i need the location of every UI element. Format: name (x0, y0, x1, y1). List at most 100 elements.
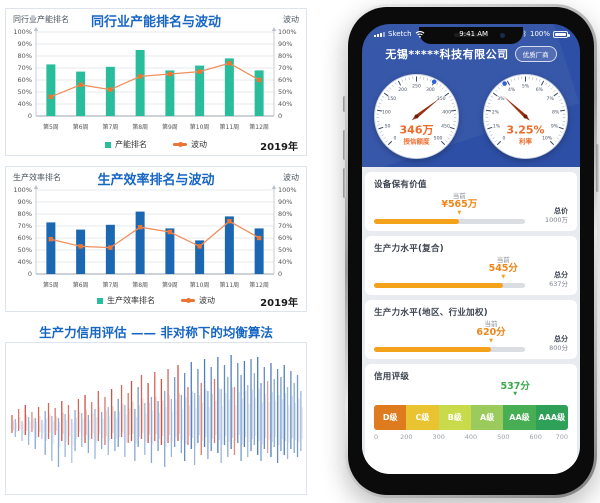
grade-segment: C级 (406, 405, 439, 430)
chart-panel-efficiency: 生产效率排名 生产效率排名与波动 波动 100% 100% 90% 90% 80% 80%… (5, 166, 307, 312)
svg-text:0: 0 (393, 136, 396, 142)
svg-text:70%: 70% (18, 64, 32, 72)
svg-text:50%: 50% (18, 88, 32, 96)
svg-text:80%: 80% (18, 52, 32, 60)
svg-text:第6周: 第6周 (73, 123, 89, 131)
current-score-marker: 当前 545分 ▼ (488, 255, 518, 280)
battery-percent-label: 100% (529, 30, 550, 38)
speaker-slot (454, 33, 488, 37)
svg-text:6%: 6% (536, 87, 544, 93)
svg-text:80%: 80% (278, 52, 292, 60)
svg-text:90%: 90% (18, 198, 32, 206)
progress-fill (374, 219, 460, 224)
volume-down-button (343, 168, 346, 198)
chart2-legend-bar-swatch (97, 297, 103, 304)
phone-mockup: Sketch 9:41 AM ᛒ 100% 无锡*****科技有限公司 优质厂商 (343, 4, 599, 498)
svg-text:70%: 70% (278, 222, 292, 230)
card-productivity-composite-title: 生产力水平(复合) (374, 244, 444, 254)
progress-fill (374, 347, 492, 352)
chart-panel-capacity: 同行业产能排名 同行业产能排名与波动 波动 100% 100% 90% 90% 80% 8… (5, 8, 307, 156)
svg-text:500: 500 (434, 136, 443, 142)
card-productivity-weighted: 生产力水平(地区、行业加权) 当前 620分 ▼ (365, 300, 577, 359)
app-header: 无锡*****科技有限公司 优质厂商 (362, 41, 580, 67)
svg-text:70%: 70% (278, 64, 292, 72)
svg-text:80%: 80% (278, 210, 292, 218)
gauges-row: 0 50 100 150 200 250 300 350 400 450 500 346万 授信额度 0… (362, 67, 580, 163)
credit-score-marker: 537分 ▼ (500, 381, 530, 398)
svg-text:250: 250 (412, 84, 421, 90)
credit-grade-scale: D级 C级 B级 A级 AA级 AAA级 (374, 405, 568, 430)
svg-text:80%: 80% (18, 210, 32, 218)
svg-text:40%: 40% (278, 258, 292, 266)
svg-text:利率: 利率 (519, 137, 533, 146)
svg-text:0: 0 (278, 270, 282, 278)
card-productivity-weighted-title: 生产力水平(地区、行业加权) (374, 308, 488, 318)
svg-text:第9周: 第9周 (162, 281, 178, 289)
svg-text:9%: 9% (551, 124, 559, 130)
progress-fill (374, 283, 504, 288)
svg-text:450: 450 (441, 124, 450, 130)
chart2-legend-line-label: 波动 (199, 296, 215, 305)
svg-text:60%: 60% (278, 234, 292, 242)
chart2-legend: 生产效率排名 波动 (6, 295, 306, 306)
credit-grade-axis: 0 200 300 400 500 600 700 (374, 433, 568, 443)
svg-text:3%: 3% (497, 96, 505, 102)
svg-text:90%: 90% (278, 198, 292, 206)
svg-text:90%: 90% (278, 40, 292, 48)
svg-text:100%: 100% (13, 28, 32, 36)
svg-text:40%: 40% (278, 100, 292, 108)
current-score-marker: 当前 620分 ▼ (476, 319, 506, 344)
chart3-plot (11, 355, 303, 467)
grade-segment: A级 (470, 405, 504, 430)
svg-text:200: 200 (398, 87, 407, 93)
svg-text:100%: 100% (278, 28, 297, 36)
svg-text:50%: 50% (278, 246, 292, 254)
svg-text:0: 0 (278, 112, 282, 120)
progress-track (374, 347, 525, 352)
interest-rate-gauge: 01% 2% 3%4% 5% 6%7% 8% 9% 10%3.25%利率 (483, 74, 568, 159)
svg-text:50%: 50% (18, 246, 32, 254)
svg-text:40%: 40% (18, 258, 32, 266)
svg-text:50: 50 (385, 124, 391, 130)
front-camera (500, 33, 505, 38)
chart2-year-label: 2019年 (260, 298, 298, 309)
chart1-legend-line-swatch (173, 142, 187, 147)
progress-track (374, 219, 525, 224)
chart1-legend-bar-label: 产能排名 (115, 140, 147, 149)
cards-area: 设备保有价值 当前 ¥565万 ▼ 总价 (362, 167, 580, 474)
grade-segment: B级 (438, 405, 471, 430)
card-equipment-title: 设备保有价值 (374, 180, 427, 190)
svg-text:346万: 346万 (400, 124, 434, 137)
svg-text:1%: 1% (493, 124, 501, 130)
grade-axis-label: 0 (374, 433, 379, 441)
chart1-title: 同行业产能排名与波动 (90, 15, 221, 30)
total-score-block: 总分 800分 (549, 335, 568, 352)
phone-screen: Sketch 9:41 AM ᛒ 100% 无锡*****科技有限公司 优质厂商 (362, 24, 580, 474)
chart1-right-axis-label: 波动 (283, 15, 299, 24)
grade-axis-label: 200 (400, 433, 413, 441)
grade-axis-label: 300 (432, 433, 445, 441)
bluetooth-icon: ᛒ (522, 30, 527, 38)
svg-text:第11周: 第11周 (220, 123, 240, 131)
chart-panel-credit-eval (5, 342, 307, 495)
svg-text:8%: 8% (552, 109, 560, 115)
svg-text:第10周: 第10周 (190, 123, 210, 131)
mute-switch (343, 96, 346, 112)
grade-segment: D级 (374, 405, 407, 430)
chart1-plot: 100% 100% 90% 90% 80% 80% 70% 70% 60% 60% 50% 50% 40… (13, 27, 297, 131)
company-name: 无锡*****科技有限公司 (385, 48, 509, 61)
svg-text:100: 100 (382, 109, 391, 115)
svg-text:第5周: 第5周 (43, 281, 59, 289)
svg-text:第11周: 第11周 (220, 281, 240, 289)
svg-text:0: 0 (502, 136, 505, 142)
svg-text:50%: 50% (278, 88, 292, 96)
quality-badge[interactable]: 优质厂商 (514, 46, 557, 62)
signal-icon (374, 31, 385, 37)
svg-text:10%: 10% (542, 136, 553, 142)
svg-text:第8周: 第8周 (132, 123, 148, 131)
battery-icon (553, 30, 570, 38)
grade-axis-label: 700 (555, 433, 568, 441)
svg-text:第12周: 第12周 (249, 281, 269, 289)
chart2-left-axis-label: 生产效率排名 (13, 173, 61, 182)
